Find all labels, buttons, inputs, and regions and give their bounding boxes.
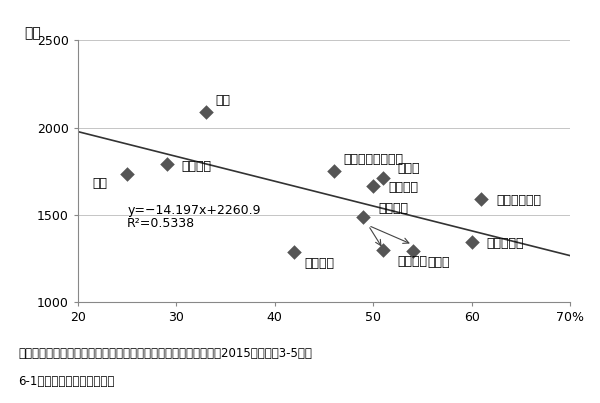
Text: y=−14.197x+2260.9: y=−14.197x+2260.9 (127, 204, 260, 217)
Text: 時間: 時間 (24, 26, 41, 40)
Text: イギリス: イギリス (388, 181, 418, 194)
Text: 出所：労働政策研究・研修機構，『データブック国際労働比較』2015年版，表3-5と表: 出所：労働政策研究・研修機構，『データブック国際労働比較』2015年版，表3-5… (18, 347, 312, 359)
Text: フィンランド: フィンランド (496, 195, 541, 208)
Text: R²=0.5338: R²=0.5338 (127, 217, 196, 230)
Point (122, 171, 132, 177)
Text: ドイツ: ドイツ (427, 256, 450, 269)
Text: フランス: フランス (304, 257, 334, 270)
Point (162, 161, 172, 168)
Text: イタリア: イタリア (378, 202, 408, 215)
Text: 韓国: 韓国 (216, 93, 231, 107)
Point (201, 109, 211, 115)
Point (378, 175, 388, 181)
Point (378, 247, 388, 253)
Text: オランダ: オランダ (398, 255, 428, 268)
Text: デンマーク: デンマーク (487, 237, 524, 250)
Point (408, 247, 418, 254)
Text: アメリカ: アメリカ (181, 160, 211, 172)
Point (329, 168, 338, 174)
Text: カナダ: カナダ (398, 162, 420, 175)
Point (359, 214, 368, 220)
Point (476, 196, 486, 202)
Point (368, 183, 378, 189)
Text: 日本: 日本 (92, 177, 107, 190)
Text: ニュージーランド: ニュージーランド (344, 153, 404, 166)
Point (467, 239, 476, 245)
Point (290, 248, 299, 255)
Text: 6-1を加工したものから作成: 6-1を加工したものから作成 (18, 375, 115, 388)
